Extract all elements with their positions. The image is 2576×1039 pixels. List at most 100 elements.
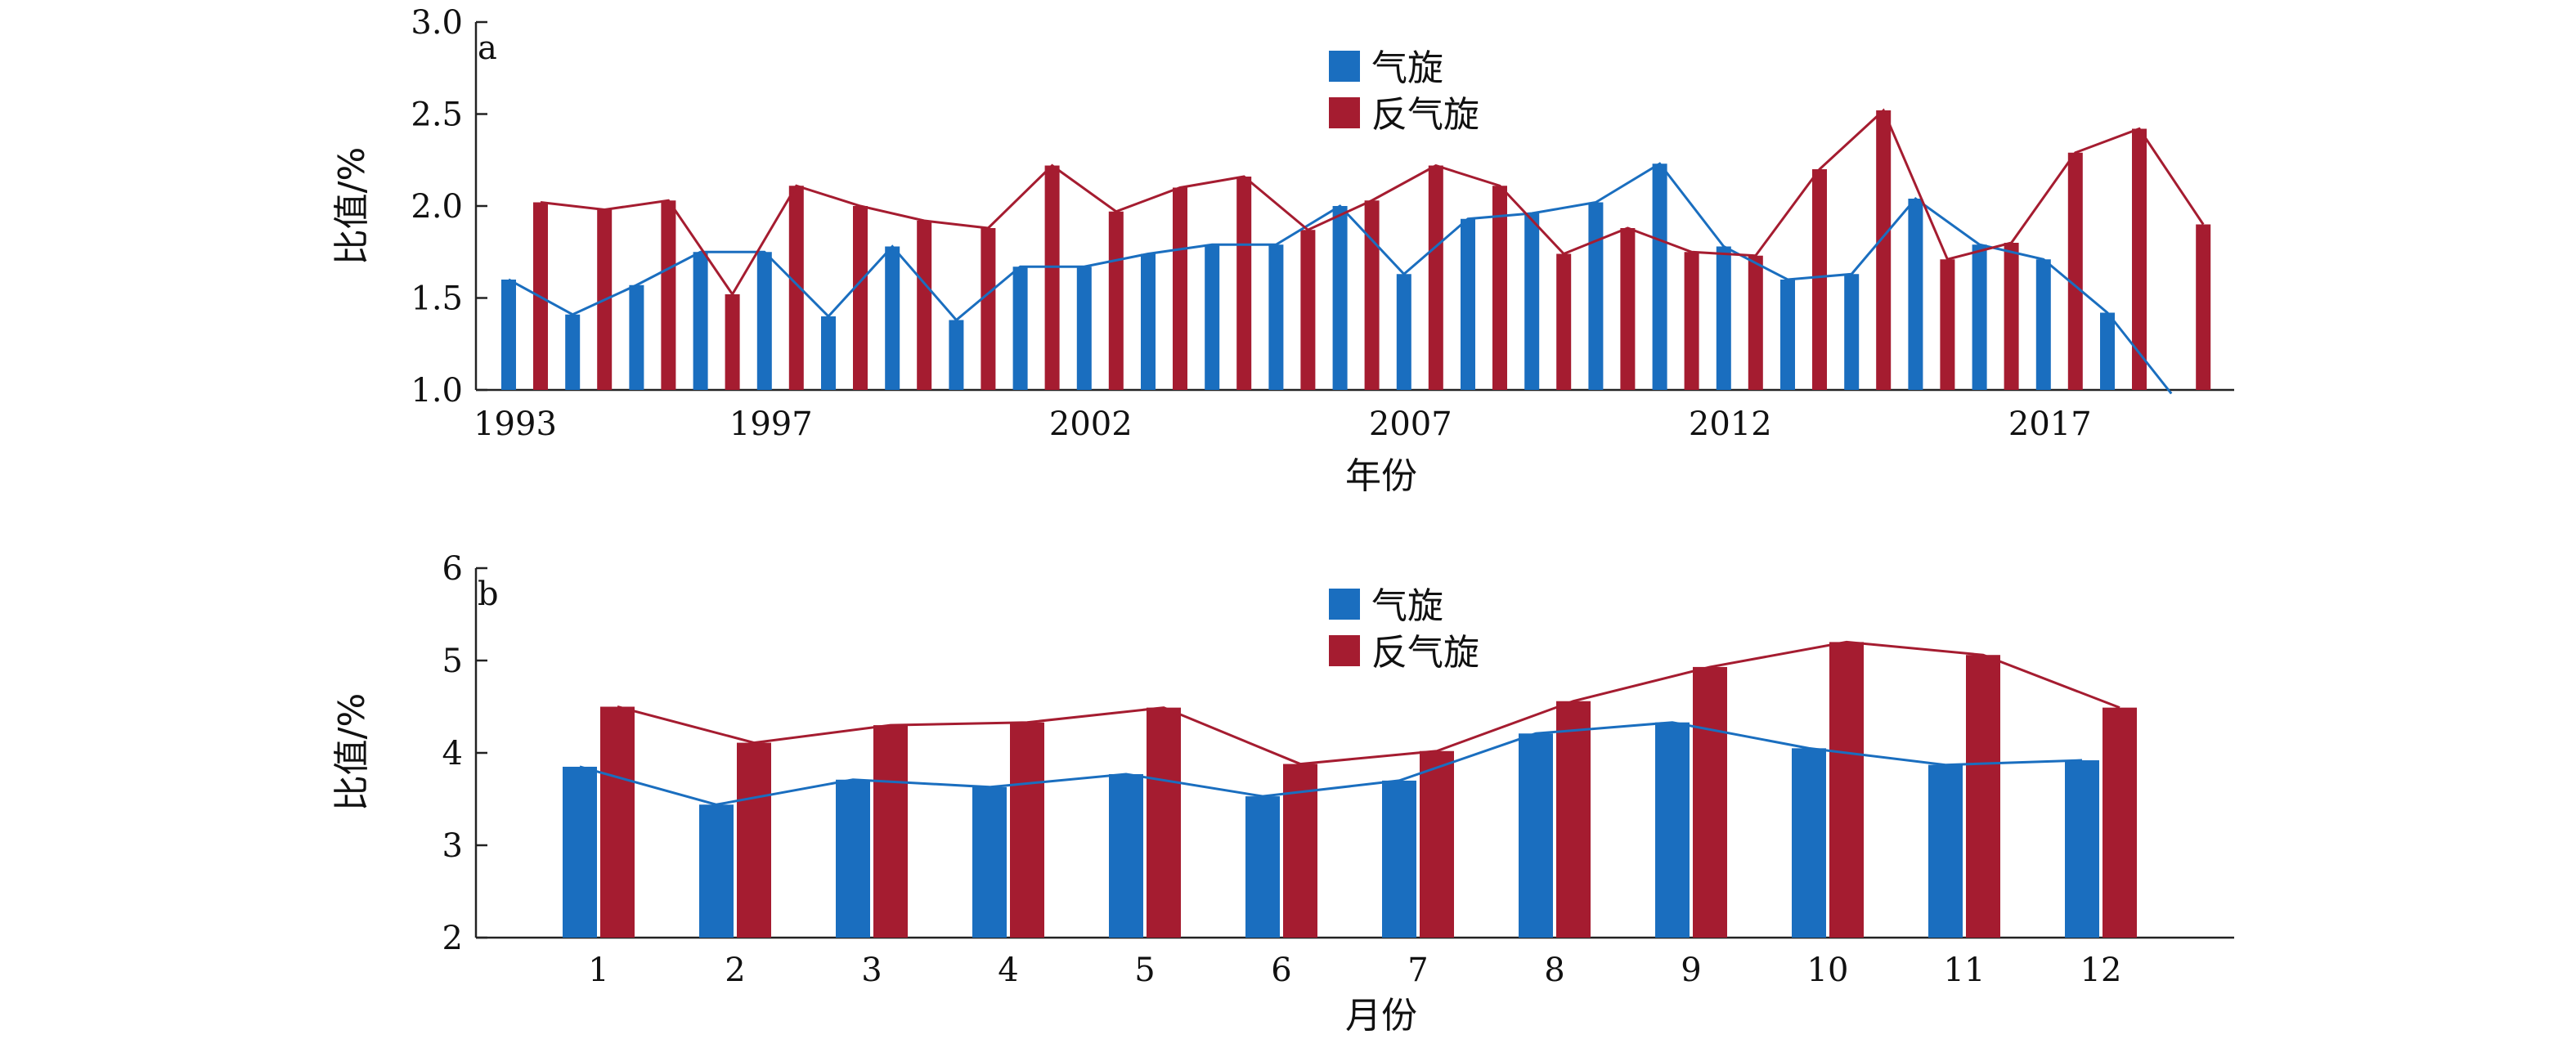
- y-tick-label: 2.5: [411, 96, 463, 134]
- bar-cyclone: [629, 284, 644, 390]
- bar-cyclone: [501, 280, 516, 390]
- y-tick-label: 1.0: [411, 372, 463, 410]
- bar-anticyclone: [1876, 110, 1892, 390]
- x-axis-label: 年份: [1345, 455, 1417, 497]
- bar-anticyclone: [917, 221, 932, 390]
- x-tick-label: 1993: [473, 405, 557, 443]
- y-tick-label: 4: [442, 735, 463, 773]
- y-axis-label: 比值/%: [331, 693, 373, 812]
- x-tick-label: 5: [1134, 952, 1155, 989]
- bar-cyclone: [949, 320, 964, 390]
- bar-cyclone: [699, 804, 734, 938]
- bar-anticyclone: [1236, 177, 1252, 390]
- bar-cyclone: [1792, 748, 1826, 938]
- bar-cyclone: [1382, 780, 1416, 938]
- bar-anticyclone: [1684, 252, 1699, 390]
- x-tick-label: 1997: [729, 405, 813, 443]
- bar-cyclone: [1928, 764, 1963, 938]
- bar-anticyclone: [600, 706, 635, 938]
- bar-anticyclone: [1300, 230, 1316, 390]
- bar-anticyclone: [1010, 722, 1044, 938]
- bar-anticyclone: [1492, 186, 1507, 390]
- bar-cyclone: [1245, 796, 1280, 938]
- bar-anticyclone: [1428, 165, 1443, 390]
- bar-anticyclone: [1044, 165, 1060, 390]
- bar-anticyclone: [2103, 707, 2137, 938]
- bar-cyclone: [1716, 246, 1731, 390]
- x-tick-label: 7: [1407, 952, 1428, 989]
- x-tick-label: 4: [998, 952, 1018, 989]
- legend-swatch-cyclone: [1329, 589, 1360, 620]
- legend-label-anticyclone: 反气旋: [1371, 632, 1479, 674]
- bar-cyclone: [563, 766, 597, 938]
- bar-cyclone: [1076, 266, 1092, 390]
- bar-cyclone: [1109, 773, 1143, 938]
- x-tick-label: 11: [1944, 952, 1986, 989]
- bar-anticyclone: [1364, 200, 1380, 390]
- bar-cyclone: [1780, 280, 1795, 390]
- bar-cyclone: [2100, 312, 2115, 390]
- x-tick-label: 12: [2080, 952, 2122, 989]
- legend-swatch-anticyclone: [1329, 97, 1360, 128]
- line-anticyclone: [540, 108, 2205, 297]
- bar-anticyclone: [1420, 750, 1454, 938]
- bar-anticyclone: [661, 200, 676, 390]
- y-tick-label: 2: [442, 920, 463, 957]
- bar-cyclone: [1588, 202, 1604, 390]
- line-cyclone: [508, 162, 2173, 395]
- bar-anticyclone: [2132, 128, 2147, 390]
- x-tick-label: 3: [861, 952, 882, 989]
- x-tick-label: 2007: [1369, 405, 1452, 443]
- bar-cyclone: [1655, 722, 1690, 938]
- panel-label: a: [478, 29, 497, 67]
- bar-cyclone: [1652, 163, 1667, 390]
- bar-anticyclone: [1940, 259, 1955, 390]
- legend-label-cyclone: 气旋: [1371, 585, 1443, 627]
- line-cyclone: [579, 721, 2083, 806]
- bar-cyclone: [1268, 244, 1284, 390]
- bar-cyclone: [885, 246, 900, 390]
- bar-anticyclone: [1748, 255, 1763, 390]
- y-tick-label: 2.0: [411, 188, 463, 226]
- bar-cyclone: [756, 252, 772, 390]
- bar-anticyclone: [1173, 187, 1187, 390]
- bar-cyclone: [1012, 266, 1028, 390]
- bar-cyclone: [693, 252, 708, 390]
- legend-label-anticyclone: 反气旋: [1371, 94, 1479, 136]
- bar-anticyclone: [1812, 169, 1827, 390]
- bar-cyclone: [565, 314, 581, 390]
- legend-label-cyclone: 气旋: [1371, 47, 1443, 89]
- legend-swatch-cyclone: [1329, 51, 1360, 82]
- panel-a-chart: 1.0 1.5 2.0 2.5 3.0 a 比值/% 年份 1993 1997 2002 2007 20…: [331, 4, 2234, 497]
- bar-cyclone: [972, 786, 1007, 938]
- line-anticyclone: [617, 640, 2120, 766]
- bar-cyclone: [1524, 213, 1540, 390]
- bar-anticyclone: [853, 206, 868, 390]
- panel-label: b: [478, 575, 499, 613]
- bar-cyclone: [1461, 218, 1475, 390]
- bar-cyclone: [1396, 274, 1411, 390]
- bar-cyclone: [1205, 244, 1220, 390]
- bar-anticyclone: [1556, 253, 1572, 390]
- y-tick-label: 3: [442, 827, 463, 865]
- bar-anticyclone: [737, 742, 771, 938]
- bar-anticyclone: [1693, 666, 1727, 938]
- bar-anticyclone: [1108, 211, 1124, 390]
- bar-cyclone: [836, 779, 870, 938]
- bar-anticyclone: [873, 725, 908, 938]
- x-tick-label: 8: [1544, 952, 1564, 989]
- x-tick-label: 10: [1807, 952, 1849, 989]
- bar-cyclone: [1908, 199, 1923, 390]
- bar-anticyclone: [981, 228, 996, 390]
- bar-cyclone: [1844, 274, 1860, 390]
- bar-anticyclone: [725, 294, 740, 390]
- x-tick-label: 2: [725, 952, 745, 989]
- y-tick-label: 5: [442, 643, 463, 680]
- x-tick-label: 9: [1681, 952, 1701, 989]
- bar-cyclone: [1972, 244, 1987, 390]
- bar-anticyclone: [1620, 228, 1636, 390]
- y-axis-label: 比值/%: [331, 147, 373, 266]
- y-tick-label: 6: [442, 550, 463, 588]
